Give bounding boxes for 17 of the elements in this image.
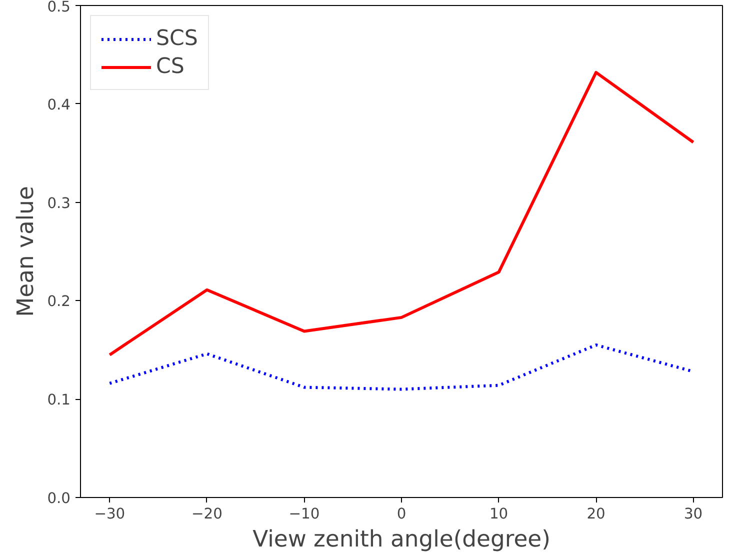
legend-label: SCS (156, 26, 198, 51)
x-tick-label: −20 (191, 506, 222, 522)
x-axis-title: View zenith angle(degree) (252, 526, 550, 552)
y-tick-label: 0.1 (47, 392, 71, 409)
x-tick-label: −30 (94, 506, 126, 522)
y-tick-label: 0.3 (47, 194, 71, 212)
x-tick-label: −10 (288, 506, 320, 522)
x-tick-label: 20 (586, 506, 606, 522)
x-tick-label: 30 (684, 506, 703, 522)
x-tick-label: 0 (396, 506, 406, 522)
legend-label: CS (156, 54, 184, 79)
y-axis-title: Mean value (13, 186, 40, 317)
y-tick-label: 0.4 (47, 96, 71, 114)
x-tick-label: 10 (489, 506, 508, 522)
y-tick-label: 0.2 (47, 293, 71, 310)
y-tick-label: 0.0 (47, 490, 71, 507)
y-tick-label: 0.5 (47, 0, 71, 16)
